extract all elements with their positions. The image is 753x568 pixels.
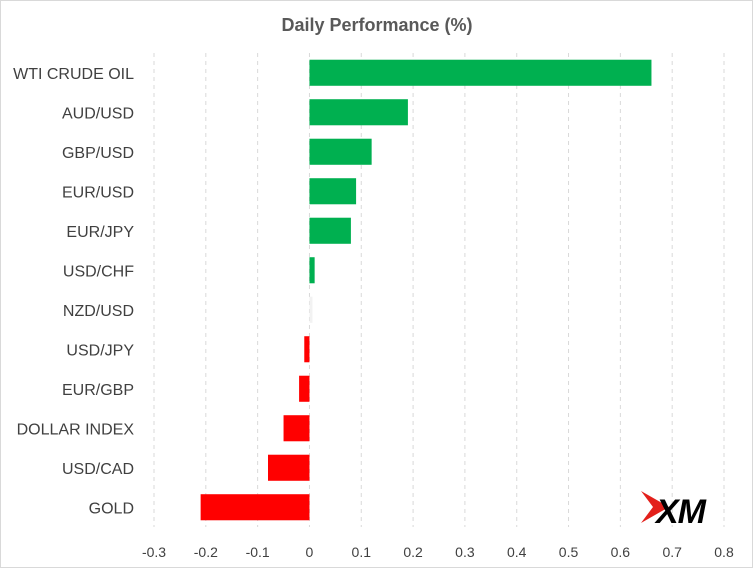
bar-eur-jpy xyxy=(309,217,351,244)
x-tick-label: 0.2 xyxy=(403,544,423,560)
category-label: EUR/JPY xyxy=(66,224,134,241)
category-label: NZD/USD xyxy=(63,303,134,320)
bar-usd-jpy xyxy=(304,336,310,363)
category-label: USD/CAD xyxy=(62,461,134,478)
bar-gbp-usd xyxy=(309,138,372,165)
xm-logo: XM xyxy=(641,491,708,531)
bar-gold xyxy=(200,494,310,521)
x-tick-label: -0.1 xyxy=(246,544,270,560)
category-label: USD/CHF xyxy=(63,263,134,280)
x-tick-label: 0.7 xyxy=(662,544,682,560)
bar-wti-crude-oil xyxy=(309,59,652,86)
category-label: DOLLAR INDEX xyxy=(17,421,135,438)
x-tick-label: 0.3 xyxy=(455,544,475,560)
x-tick-label: 0.8 xyxy=(714,544,734,560)
category-label: GBP/USD xyxy=(62,145,134,162)
category-label: EUR/USD xyxy=(62,184,134,201)
x-tick-label: 0.1 xyxy=(352,544,372,560)
category-label: AUD/USD xyxy=(62,105,134,122)
bar-eur-usd xyxy=(309,178,357,205)
bar-usd-chf xyxy=(309,257,315,284)
category-label: GOLD xyxy=(89,500,134,517)
bar-eur-gbp xyxy=(299,375,310,402)
category-labels: WTI CRUDE OIL AUD/USD GBP/USD EUR/USD EUR/JP… xyxy=(13,66,134,518)
x-tick-label: 0 xyxy=(306,544,314,560)
bar-dollar-index xyxy=(283,415,310,442)
category-label: WTI CRUDE OIL xyxy=(13,66,134,83)
x-tick-label: -0.2 xyxy=(194,544,218,560)
x-tick-label: 0.5 xyxy=(559,544,579,560)
category-label: EUR/GBP xyxy=(62,382,134,399)
gridlines xyxy=(153,53,725,527)
logo-text: XM xyxy=(654,493,707,531)
x-tick-label: -0.3 xyxy=(142,544,166,560)
bars xyxy=(200,59,652,521)
bar-nzd-usd xyxy=(309,296,313,323)
x-tick-label: 0.4 xyxy=(507,544,527,560)
x-tick-label: 0.6 xyxy=(611,544,631,560)
x-axis-tick-labels: -0.3 -0.2 -0.1 0 0.1 0.2 0.3 0.4 0.5 0.6 0.7 0.8 xyxy=(142,544,734,560)
category-label: USD/JPY xyxy=(66,342,134,359)
bar-aud-usd xyxy=(309,99,408,126)
logo-chevron-icon xyxy=(641,491,669,523)
bar-usd-cad xyxy=(268,454,310,481)
chart-title: Daily Performance (%) xyxy=(281,15,472,35)
